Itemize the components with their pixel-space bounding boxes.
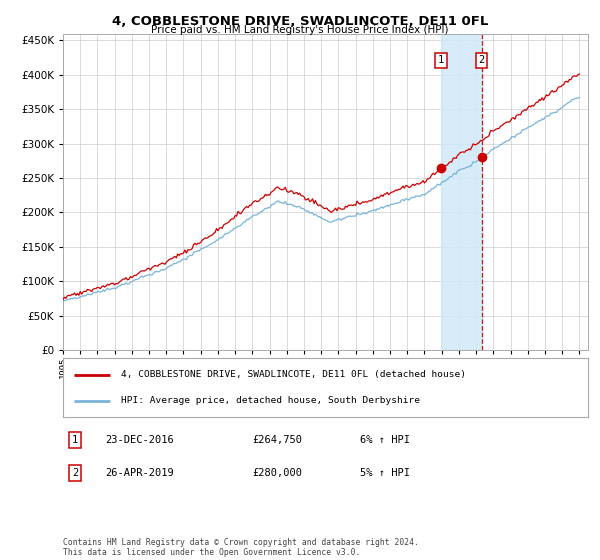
Text: 1: 1 [72, 435, 78, 445]
Text: £264,750: £264,750 [252, 435, 302, 445]
Text: Price paid vs. HM Land Registry's House Price Index (HPI): Price paid vs. HM Land Registry's House … [151, 25, 449, 35]
Text: 5% ↑ HPI: 5% ↑ HPI [360, 468, 410, 478]
Text: 4, COBBLESTONE DRIVE, SWADLINCOTE, DE11 0FL: 4, COBBLESTONE DRIVE, SWADLINCOTE, DE11 … [112, 15, 488, 27]
Text: 26-APR-2019: 26-APR-2019 [105, 468, 174, 478]
Text: 23-DEC-2016: 23-DEC-2016 [105, 435, 174, 445]
Text: 2: 2 [478, 55, 485, 66]
Text: 6% ↑ HPI: 6% ↑ HPI [360, 435, 410, 445]
Bar [441, 34, 482, 350]
Text: 4, COBBLESTONE DRIVE, SWADLINCOTE, DE11 0FL (detached house): 4, COBBLESTONE DRIVE, SWADLINCOTE, DE11 … [121, 370, 466, 379]
Text: 1: 1 [438, 55, 444, 66]
Text: Contains HM Land Registry data © Crown copyright and database right 2024.
This d: Contains HM Land Registry data © Crown c… [63, 538, 419, 557]
Text: 2: 2 [72, 468, 78, 478]
Text: £280,000: £280,000 [252, 468, 302, 478]
Text: HPI: Average price, detached house, South Derbyshire: HPI: Average price, detached house, Sout… [121, 396, 420, 405]
